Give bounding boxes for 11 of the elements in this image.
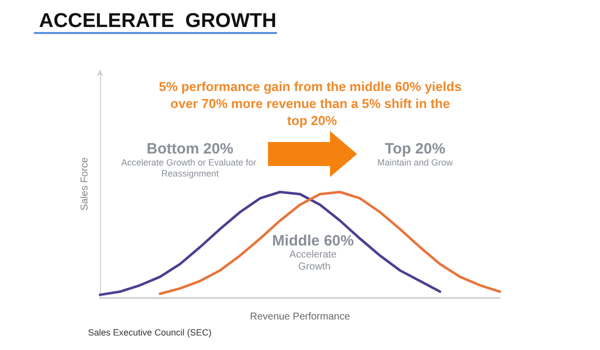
text: 5% performance gain from the middle 60% yields over 70% more revenue than a 5% shift in the top 20% [158, 79, 466, 128]
text: Accelerate Growth or Evaluate for Reassignment [121, 158, 259, 178]
text: Top 20% [384, 140, 446, 158]
y-axis-title: Sales Force [80, 156, 90, 211]
text: Sales Executive Council (SEC) [88, 328, 212, 338]
text: Bottom 20% [146, 140, 234, 158]
x-axis-title: Revenue Performance [250, 312, 350, 322]
text: Maintain and Grow [377, 158, 454, 168]
annotation: Accelerate Growth [289, 250, 338, 272]
annotation: Middle 60% [272, 232, 354, 250]
chart-title: ACCELERATE GROWTH [39, 10, 276, 32]
